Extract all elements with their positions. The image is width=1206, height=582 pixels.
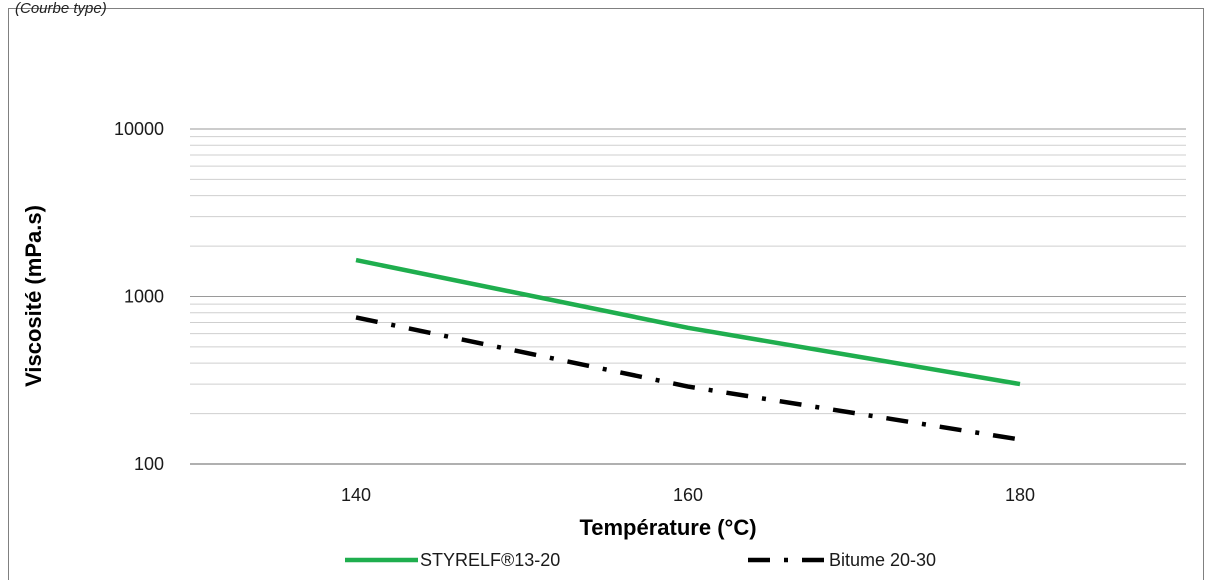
y-tick-label: 10000 bbox=[114, 119, 164, 139]
y-tick-label: 100 bbox=[134, 454, 164, 474]
series-line-1 bbox=[355, 257, 1021, 387]
x-tick-label: 140 bbox=[341, 485, 371, 505]
grid bbox=[190, 128, 1186, 465]
y-tick-label: 1000 bbox=[124, 287, 164, 307]
legend-label-1: STYRELF®13-20 bbox=[420, 550, 560, 570]
y-axis-title: Viscosité (mPa.s) bbox=[21, 205, 46, 387]
y-ticks: 100 1000 10000 bbox=[114, 119, 164, 474]
series-line-2 bbox=[355, 315, 1021, 442]
x-tick-label: 180 bbox=[1005, 485, 1035, 505]
series-lines bbox=[355, 257, 1021, 442]
chart-caption: (Courbe type) bbox=[15, 0, 107, 17]
legend: STYRELF®13-20 Bitume 20-30 bbox=[345, 550, 936, 570]
legend-label-2: Bitume 20-30 bbox=[829, 550, 936, 570]
x-ticks: 140 160 180 bbox=[341, 485, 1035, 505]
chart-frame: (Courbe type) bbox=[8, 0, 1204, 580]
x-axis-title: Température (°C) bbox=[579, 515, 756, 540]
x-tick-label: 160 bbox=[673, 485, 703, 505]
